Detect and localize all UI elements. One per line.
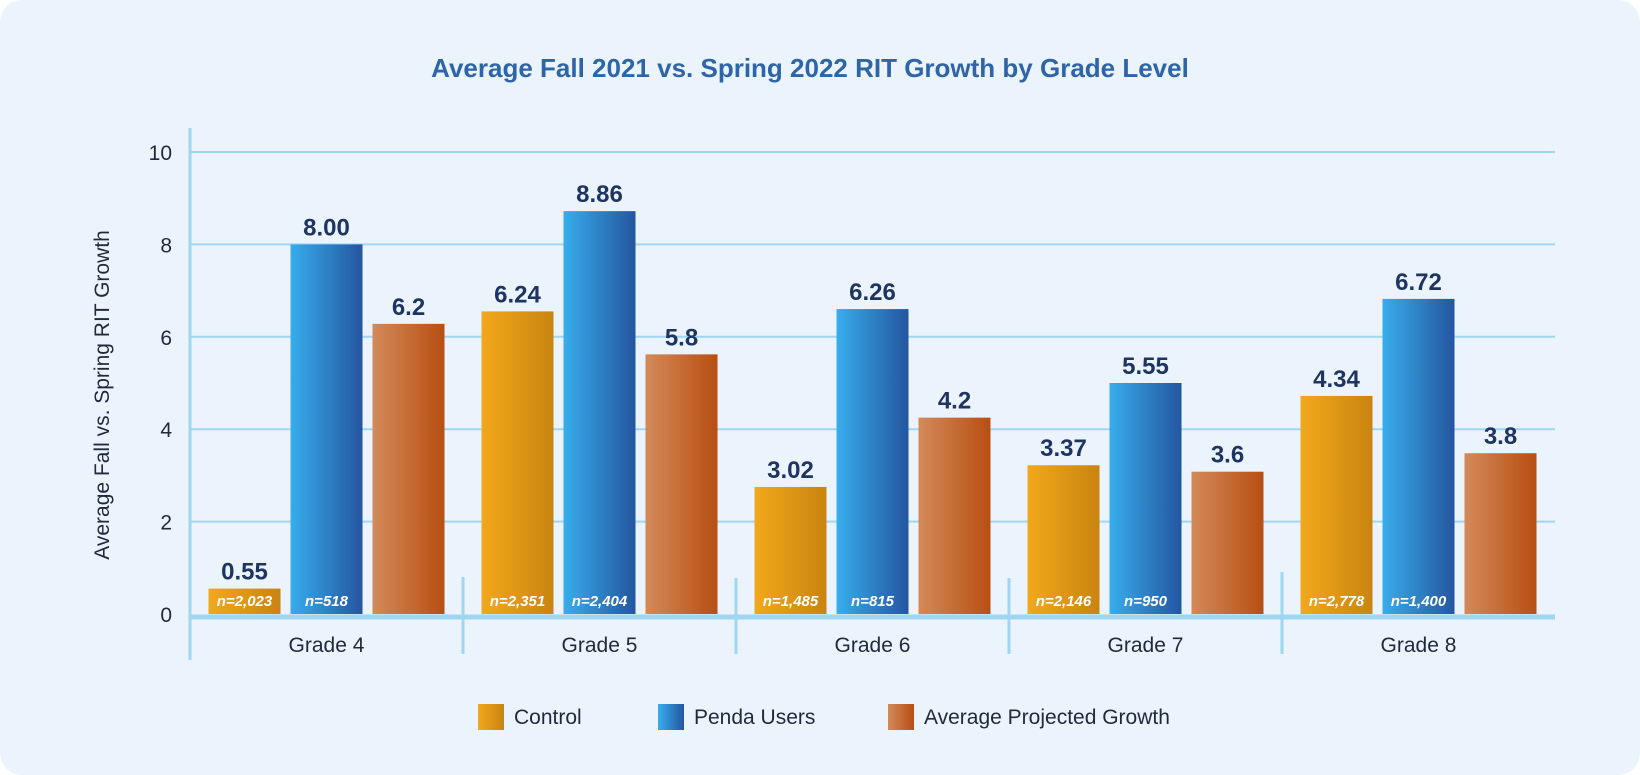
data-label: 5.8	[665, 324, 698, 351]
n-label: n=518	[305, 593, 349, 610]
data-label: 8.86	[576, 181, 623, 208]
data-label: 6.72	[1395, 269, 1442, 296]
bar	[754, 486, 827, 614]
data-label: 3.6	[1211, 442, 1244, 469]
bar	[481, 311, 554, 614]
y-tick-label: 0	[160, 604, 172, 627]
data-label: 8.00	[303, 214, 350, 241]
n-label: n=1,485	[763, 593, 819, 610]
bar	[1464, 453, 1537, 614]
x-tick-label: Grade 5	[562, 634, 638, 657]
x-tick-label: Grade 4	[289, 634, 365, 657]
x-tick-label: Grade 7	[1108, 634, 1184, 657]
y-axis-label: Average Fall vs. Spring RIT Growth	[91, 230, 114, 560]
data-label: 4.2	[938, 388, 971, 415]
x-tick-label: Grade 8	[1381, 634, 1457, 657]
data-label: 0.55	[221, 559, 268, 586]
bar	[918, 417, 991, 614]
data-label: 6.26	[849, 279, 896, 306]
axes: 0 2 4 6 8 10 Grade 4 Grade 5 Grade 6 Grade 7 Grade…	[149, 128, 1555, 660]
bar	[645, 354, 718, 614]
x-tick-label: Grade 6	[835, 634, 911, 657]
data-label: 3.02	[767, 457, 814, 484]
bar	[1382, 298, 1455, 614]
chart-title: Average Fall 2021 vs. Spring 2022 RIT Gr…	[431, 53, 1189, 83]
n-label: n=815	[851, 593, 895, 610]
y-tick-label: 2	[160, 512, 172, 535]
y-tick-label: 8	[160, 234, 172, 257]
bar	[1191, 471, 1264, 614]
bar	[1027, 465, 1100, 614]
legend-swatch	[658, 704, 684, 730]
data-labels: 0.55 n=2,023 8.00 n=518 6.2 6.24 n=2,351 8.86 n=…	[217, 181, 1517, 610]
data-label: 5.55	[1122, 353, 1169, 380]
y-tick-label: 4	[160, 419, 172, 442]
n-label: n=2,351	[490, 593, 545, 610]
n-label: n=950	[1124, 593, 1168, 610]
legend-label: Average Projected Growth	[924, 706, 1170, 729]
n-label: n=1,400	[1391, 593, 1447, 610]
n-label: n=2,023	[217, 593, 273, 610]
bar	[1300, 395, 1373, 614]
data-label: 6.24	[494, 281, 541, 308]
legend-swatch	[888, 704, 914, 730]
data-label: 4.34	[1313, 366, 1360, 393]
bars	[208, 211, 1537, 615]
legend: Control Penda Users Average Projected Grow…	[478, 704, 1170, 730]
data-label: 6.2	[392, 294, 425, 321]
bar	[208, 588, 281, 614]
n-label: n=2,146	[1036, 593, 1092, 610]
bar	[836, 309, 909, 614]
legend-label: Penda Users	[694, 706, 815, 729]
y-tick-label: 10	[149, 142, 172, 165]
legend-swatch	[478, 704, 504, 730]
data-label: 3.37	[1040, 435, 1087, 462]
data-label: 3.8	[1484, 423, 1517, 450]
y-tick-label: 6	[160, 327, 172, 350]
n-label: n=2,778	[1309, 593, 1365, 610]
bar	[372, 323, 445, 614]
legend-label: Control	[514, 706, 582, 729]
bar	[1109, 383, 1182, 614]
n-label: n=2,404	[572, 593, 628, 610]
bar	[563, 211, 636, 615]
bar	[290, 244, 363, 614]
